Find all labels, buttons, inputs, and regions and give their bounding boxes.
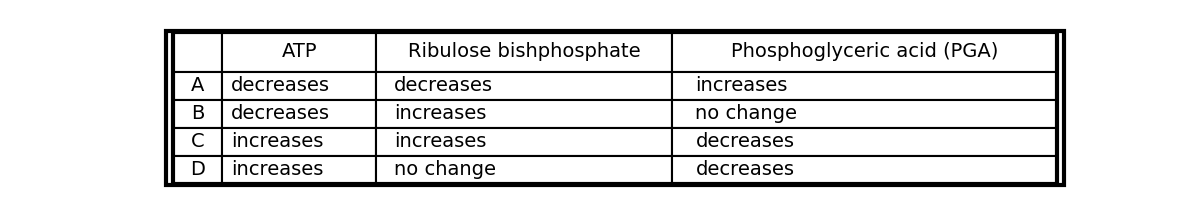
Text: B: B	[191, 104, 204, 123]
Bar	[222, 156, 377, 184]
Text: no change: no change	[696, 104, 798, 123]
Text: decreases: decreases	[232, 76, 330, 95]
Text: D: D	[190, 160, 205, 179]
Bar	[222, 100, 377, 128]
Bar	[377, 128, 672, 156]
Text: decreases: decreases	[395, 76, 493, 95]
Text: C: C	[191, 132, 204, 151]
Bar	[672, 32, 1057, 72]
Bar	[377, 156, 672, 184]
Bar	[173, 32, 222, 72]
Bar	[672, 72, 1057, 100]
Bar	[222, 128, 377, 156]
Text: increases: increases	[232, 132, 324, 151]
Text: no change: no change	[395, 160, 497, 179]
Text: increases: increases	[395, 132, 486, 151]
Text: increases: increases	[696, 76, 788, 95]
Text: decreases: decreases	[696, 132, 794, 151]
Bar	[377, 72, 672, 100]
Bar	[173, 72, 222, 100]
Bar	[173, 100, 222, 128]
Text: Phosphoglyceric acid (PGA): Phosphoglyceric acid (PGA)	[731, 42, 998, 61]
Text: increases: increases	[395, 104, 486, 123]
Text: decreases: decreases	[232, 104, 330, 123]
Bar	[377, 100, 672, 128]
Text: Ribulose bishphosphate: Ribulose bishphosphate	[408, 42, 641, 61]
Bar	[377, 32, 672, 72]
Bar	[173, 128, 222, 156]
Text: increases: increases	[232, 160, 324, 179]
Bar	[672, 100, 1057, 128]
Text: decreases: decreases	[696, 160, 794, 179]
Bar	[672, 128, 1057, 156]
Bar	[173, 156, 222, 184]
Bar	[222, 72, 377, 100]
Bar	[672, 156, 1057, 184]
Text: ATP: ATP	[281, 42, 317, 61]
Bar	[222, 32, 377, 72]
Text: A: A	[191, 76, 204, 95]
